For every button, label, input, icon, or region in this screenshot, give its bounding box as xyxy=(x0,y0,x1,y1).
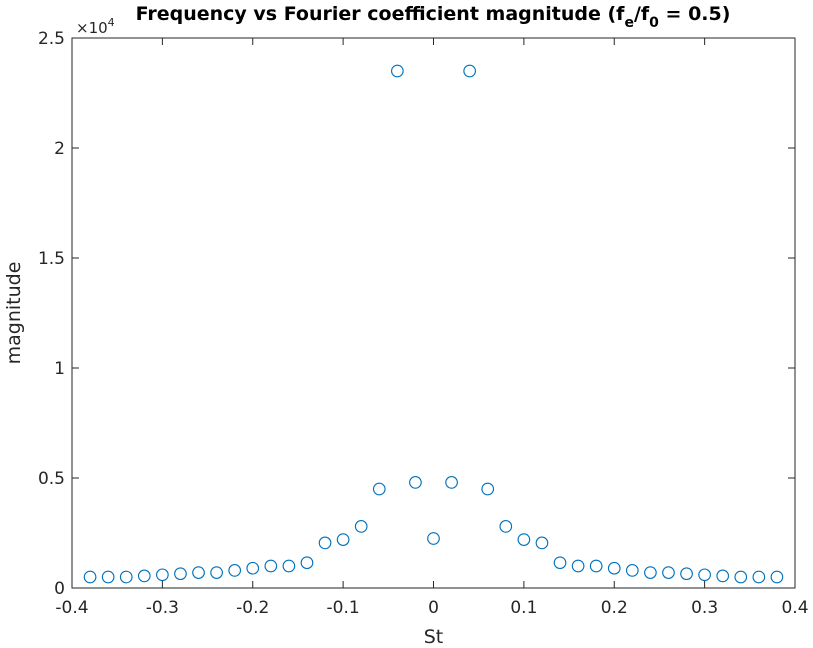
data-point xyxy=(680,567,693,581)
data-point xyxy=(282,559,296,573)
data-point xyxy=(264,559,278,573)
data-point xyxy=(427,532,440,545)
data-point xyxy=(409,476,422,489)
data-point xyxy=(625,564,639,577)
x-tick-label: 0.4 xyxy=(781,598,808,618)
data-point xyxy=(571,559,585,573)
data-point xyxy=(192,566,205,579)
data-point xyxy=(83,570,97,584)
data-point xyxy=(101,570,115,584)
data-point xyxy=(752,570,766,584)
data-point xyxy=(589,559,603,573)
x-tick-labels: -0.4 -0.3 -0.2 -0.1 0 0.1 0.2 0.3 0.4 xyxy=(55,598,808,618)
data-point xyxy=(607,561,621,575)
x-tick-label: -0.3 xyxy=(146,598,179,618)
x-tick-label: -0.2 xyxy=(236,598,269,618)
x-tick-label: 0.1 xyxy=(510,598,537,618)
data-point xyxy=(770,570,784,584)
data-point xyxy=(318,536,332,550)
data-point xyxy=(137,569,151,583)
data-point xyxy=(119,570,133,584)
x-tick-label: -0.4 xyxy=(55,598,88,618)
data-point xyxy=(246,561,260,575)
x-tick-label: -0.1 xyxy=(327,598,360,618)
y-tick-labels: 0 0.5 1 1.5 2 2.5 xyxy=(38,29,65,599)
data-point xyxy=(481,482,495,496)
data-point xyxy=(228,564,242,577)
data-point xyxy=(644,566,657,579)
data-point xyxy=(445,476,458,489)
data-point xyxy=(517,533,531,546)
y-axis-label: magnitude xyxy=(3,262,25,365)
data-points xyxy=(83,64,784,584)
data-point xyxy=(210,566,223,579)
y-tick-label: 1 xyxy=(54,359,65,379)
data-point xyxy=(463,64,477,78)
data-point xyxy=(716,569,730,583)
data-point xyxy=(372,482,386,496)
data-point xyxy=(698,568,711,582)
y-tick-label: 0 xyxy=(54,579,65,599)
y-tick-label: 2 xyxy=(54,139,65,159)
data-point xyxy=(391,64,404,78)
y-axis-exponent: ×104 xyxy=(76,16,115,37)
data-point xyxy=(553,556,567,570)
x-tick-label: 0 xyxy=(428,598,439,618)
data-point xyxy=(156,568,169,582)
data-point xyxy=(535,536,549,550)
data-point xyxy=(336,533,350,546)
chart-title: Frequency vs Fourier coefficient magnitu… xyxy=(136,3,731,31)
y-tick-label: 1.5 xyxy=(38,249,65,269)
x-tick-label: 0.2 xyxy=(601,598,628,618)
y-tick-label: 0.5 xyxy=(38,469,65,489)
data-point xyxy=(300,556,314,570)
data-point xyxy=(662,566,675,579)
x-axis-label: St xyxy=(424,626,444,648)
data-point xyxy=(174,567,187,581)
data-point xyxy=(499,520,513,533)
data-point xyxy=(354,520,368,533)
data-point xyxy=(734,570,748,584)
plot-area-frame xyxy=(71,37,796,589)
y-tick-label: 2.5 xyxy=(38,29,65,49)
x-tick-label: 0.3 xyxy=(691,598,718,618)
